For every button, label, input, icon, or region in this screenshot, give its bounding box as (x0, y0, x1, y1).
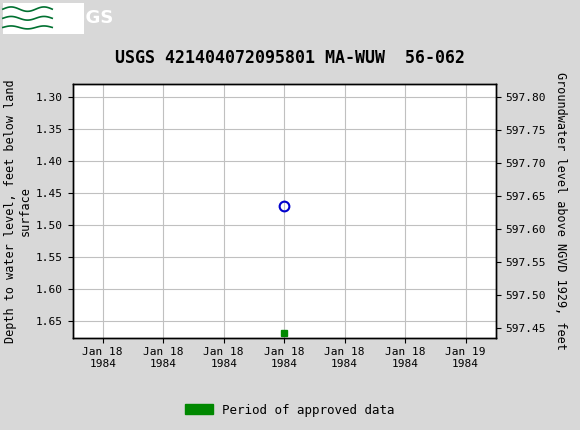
Legend: Period of approved data: Period of approved data (180, 399, 400, 421)
Y-axis label: Groundwater level above NGVD 1929, feet: Groundwater level above NGVD 1929, feet (554, 72, 567, 350)
FancyBboxPatch shape (3, 3, 84, 34)
Text: USGS: USGS (58, 9, 113, 27)
Y-axis label: Depth to water level, feet below land
surface: Depth to water level, feet below land su… (3, 79, 32, 343)
Text: USGS 421404072095801 MA-WUW  56-062: USGS 421404072095801 MA-WUW 56-062 (115, 49, 465, 67)
